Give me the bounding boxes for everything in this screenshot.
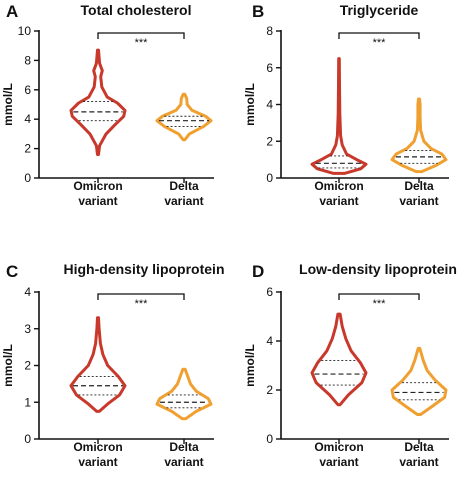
y-tick-label: 6 — [266, 61, 273, 75]
x-tick-label-line: variant — [78, 455, 117, 469]
x-tick-label: Omicron variant — [73, 179, 122, 208]
panel-d: D Low-density lipoprotein mmol/L 0 2 4 6 Omicro… — [243, 261, 457, 469]
x-tick-label: Delta variant — [399, 440, 438, 469]
violin-omicron — [310, 57, 368, 175]
x-tick-label-line: Delta — [169, 440, 199, 454]
violin-omicron — [69, 48, 127, 156]
violin-delta — [155, 92, 213, 142]
x-tick-label-line: variant — [78, 194, 117, 208]
significance-bracket — [97, 293, 185, 300]
y-axis-label: mmol/L — [243, 83, 257, 126]
panel-title: Total cholesterol — [81, 2, 192, 18]
x-tick-label-line: variant — [319, 455, 358, 469]
x-tick-label-line: variant — [319, 194, 358, 208]
y-tick-label: 2 — [266, 383, 273, 397]
x-tick-label-line: variant — [164, 455, 203, 469]
x-tick-label-line: Delta — [404, 179, 434, 193]
y-tick-label: 0 — [24, 171, 31, 185]
y-axis-label: mmol/L — [1, 83, 15, 126]
x-tick-label: Delta variant — [164, 440, 203, 469]
y-tick-label: 6 — [266, 285, 273, 299]
panel-letter: A — [6, 2, 18, 21]
y-tick-label: 2 — [24, 359, 31, 373]
panel-title: Triglyceride — [340, 2, 419, 18]
y-tick-label: 1 — [24, 395, 31, 409]
y-tick-label: 4 — [266, 98, 273, 112]
y-tick-label: 4 — [24, 112, 31, 126]
y-tick-label: 4 — [24, 285, 31, 299]
y-axis-label: mmol/L — [1, 344, 15, 387]
panel-title: High-density lipoprotein — [64, 261, 225, 277]
x-tick-label-line: Delta — [404, 440, 434, 454]
x-tick-label: Delta variant — [399, 179, 438, 208]
y-tick-label: 8 — [24, 53, 31, 67]
significance-label: *** — [135, 37, 149, 49]
violin-omicron — [310, 312, 368, 407]
panel-title: Low-density lipoprotein — [299, 261, 457, 277]
y-tick-label: 0 — [266, 171, 273, 185]
x-tick-label: Omicron variant — [314, 440, 363, 469]
y-tick-label: 0 — [24, 432, 31, 446]
x-tick-label-line: Delta — [169, 179, 199, 193]
x-tick-label-line: variant — [164, 194, 203, 208]
significance-bracket — [338, 32, 420, 39]
x-tick-label-line: Omicron — [73, 179, 122, 193]
panel-letter: C — [6, 262, 18, 281]
y-tick-label: 2 — [266, 134, 273, 148]
x-tick-label-line: variant — [399, 455, 438, 469]
panel-c: C High-density lipoprotein mmol/L 0 1 2 3 4 Omic… — [1, 261, 225, 469]
significance-bracket — [97, 32, 185, 39]
y-tick-label: 4 — [266, 334, 273, 348]
violin-delta — [155, 367, 213, 421]
violin-delta — [390, 346, 448, 416]
y-tick-label: 6 — [24, 83, 31, 97]
x-tick-label-line: Omicron — [314, 179, 363, 193]
x-tick-label-line: variant — [399, 194, 438, 208]
significance-label: *** — [373, 37, 387, 49]
x-tick-label-line: Omicron — [73, 440, 122, 454]
x-tick-label-line: Omicron — [314, 440, 363, 454]
significance-label: *** — [373, 298, 387, 310]
significance-label: *** — [135, 298, 149, 310]
y-tick-label: 2 — [24, 142, 31, 156]
x-tick-label: Omicron variant — [73, 440, 122, 469]
y-tick-label: 10 — [18, 24, 32, 38]
x-tick-label: Omicron variant — [314, 179, 363, 208]
panel-letter: B — [252, 2, 264, 21]
panel-letter: D — [252, 262, 264, 281]
violin-omicron — [69, 316, 127, 413]
y-tick-label: 3 — [24, 322, 31, 336]
y-tick-label: 8 — [266, 24, 273, 38]
y-axis-label: mmol/L — [243, 344, 257, 387]
significance-bracket — [338, 293, 420, 300]
x-tick-label: Delta variant — [164, 179, 203, 208]
y-tick-label: 0 — [266, 432, 273, 446]
violin-delta — [390, 97, 448, 174]
